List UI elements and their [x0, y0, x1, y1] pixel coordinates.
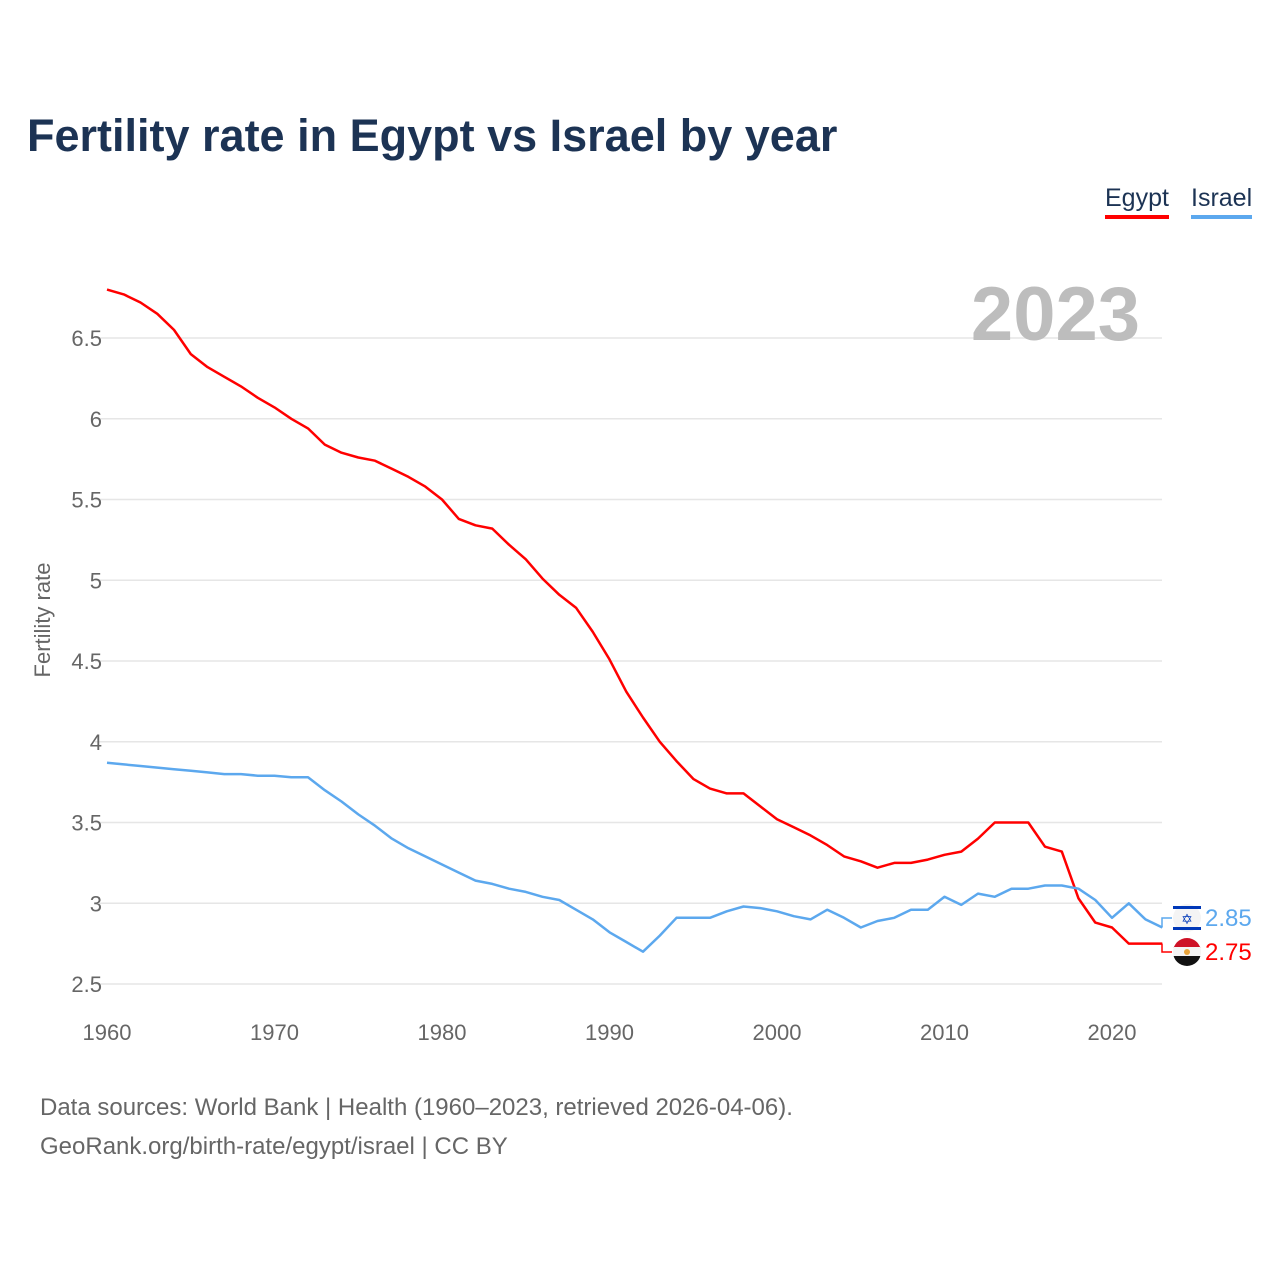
- israel-flag-icon: ✡: [1173, 904, 1201, 932]
- y-tick-label: 4.5: [71, 649, 102, 674]
- legend-item-egypt[interactable]: Egypt: [1105, 184, 1169, 219]
- y-axis-label: Fertility rate: [30, 563, 55, 678]
- series-line-egypt: [106, 288, 1163, 945]
- end-value-label-israel: 2.85: [1205, 905, 1252, 932]
- y-tick-label: 6: [90, 407, 102, 432]
- end-connector: [1161, 943, 1172, 953]
- y-tick-label: 6.5: [71, 326, 102, 351]
- y-tick-label: 5.5: [71, 488, 102, 513]
- flag-stripe: [1173, 906, 1201, 909]
- x-tick-label: 1990: [585, 1020, 634, 1045]
- year-watermark: 2023: [971, 272, 1140, 357]
- y-tick-label: 2.5: [71, 972, 102, 997]
- flag-stripe: [1173, 938, 1201, 948]
- x-tick-label: 1970: [250, 1020, 299, 1045]
- x-tick-label: 2020: [1088, 1020, 1137, 1045]
- chart-title: Fertility rate in Egypt vs Israel by yea…: [27, 110, 838, 161]
- flag-stripe: [1173, 927, 1201, 930]
- x-tick-label: 1980: [418, 1020, 467, 1045]
- egypt-flag-icon: [1173, 938, 1201, 966]
- source-text: Data sources: World Bank | Health (1960–…: [40, 1094, 793, 1121]
- x-tick-label: 1960: [83, 1020, 132, 1045]
- y-tick-label: 5: [90, 568, 102, 593]
- flag-stripe: [1173, 956, 1201, 966]
- eagle-emblem: [1184, 949, 1190, 955]
- y-tick-label: 3.5: [71, 811, 102, 836]
- star-of-david: ✡: [1181, 911, 1193, 927]
- end-value-label-egypt: 2.75: [1205, 939, 1252, 966]
- x-tick-label: 2000: [753, 1020, 802, 1045]
- attribution-link[interactable]: GeoRank.org/birth-rate/egypt/israel | CC…: [40, 1133, 508, 1160]
- y-tick-label: 3: [90, 891, 102, 916]
- footer: Data sources: World Bank | Health (1960–…: [40, 1088, 793, 1166]
- x-tick-label: 2010: [920, 1020, 969, 1045]
- series-line-israel: [106, 761, 1163, 953]
- flag-bg: [1173, 904, 1201, 932]
- end-connector: [1161, 917, 1172, 928]
- y-tick-label: 4: [90, 730, 102, 755]
- legend-item-israel[interactable]: Israel: [1191, 184, 1253, 219]
